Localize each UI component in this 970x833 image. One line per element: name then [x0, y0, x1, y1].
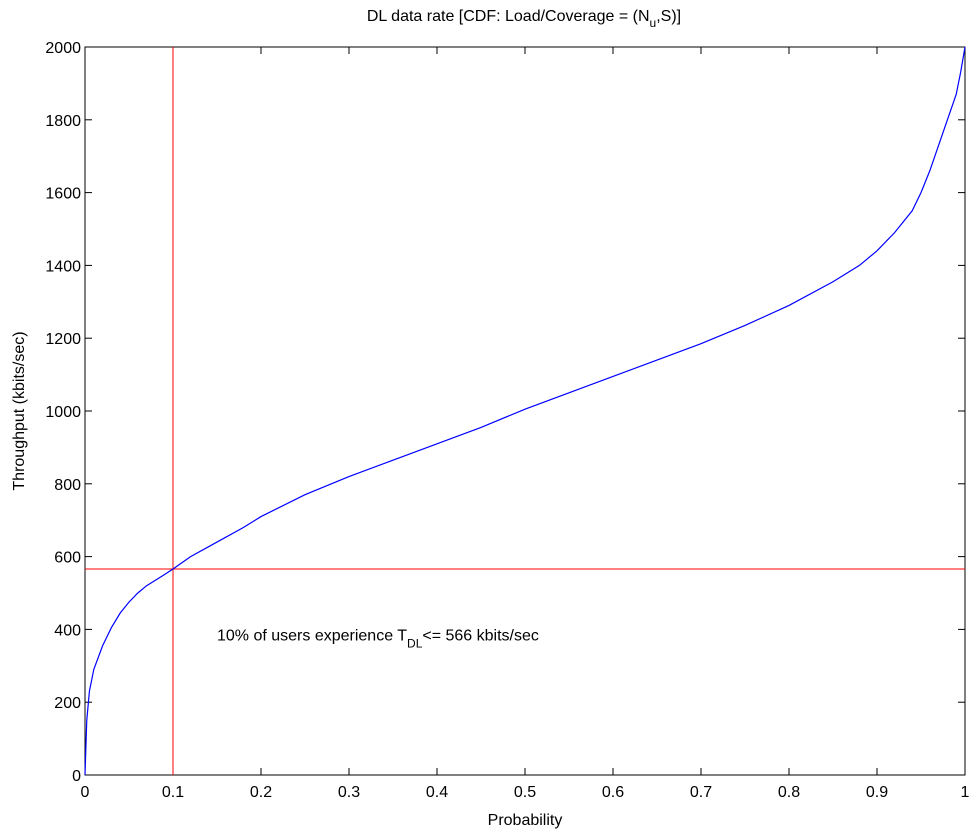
x-tick-label: 0.7	[690, 784, 712, 801]
x-tick-label: 0.1	[162, 784, 184, 801]
x-tick-label: 0.5	[514, 784, 536, 801]
x-tick-label: 0	[81, 784, 90, 801]
x-tick-label: 0.8	[778, 784, 800, 801]
y-tick-label: 400	[54, 622, 81, 639]
y-tick-label: 1400	[45, 258, 81, 275]
y-tick-label: 800	[54, 477, 81, 494]
y-tick-label: 200	[54, 695, 81, 712]
y-tick-label: 600	[54, 550, 81, 567]
axis-tick-labels: 0 0.1 0.2 0.3 0.4 0.5 0.6 0.7 0.8 0.9 1 0 200 400 600 8…	[45, 40, 969, 801]
plot-area	[84, 46, 966, 776]
axis-ticks	[84, 46, 966, 776]
y-tick-label: 1200	[45, 331, 81, 348]
x-tick-label: 0.9	[866, 784, 888, 801]
y-tick-label: 0	[72, 768, 81, 785]
y-tick-label: 2000	[45, 40, 81, 57]
y-axis-title: Throughput (kbits/sec)	[11, 331, 28, 490]
x-tick-label: 0.6	[602, 784, 624, 801]
annotation-text: 10% of users experience TDL<= 566 kbits/…	[217, 627, 539, 650]
x-tick-label: 0.3	[338, 784, 360, 801]
y-tick-label: 1000	[45, 404, 81, 421]
x-tick-label: 0.4	[426, 784, 448, 801]
x-tick-label: 0.2	[250, 784, 272, 801]
x-tick-label: 1	[961, 784, 970, 801]
y-tick-label: 1600	[45, 186, 81, 203]
series-line-cdf	[84, 46, 966, 776]
chart-title: DL data rate [CDF: Load/Coverage = (Nu,S…	[367, 8, 681, 30]
y-tick-label: 1800	[45, 113, 81, 130]
x-axis-title: Probability	[488, 812, 563, 829]
